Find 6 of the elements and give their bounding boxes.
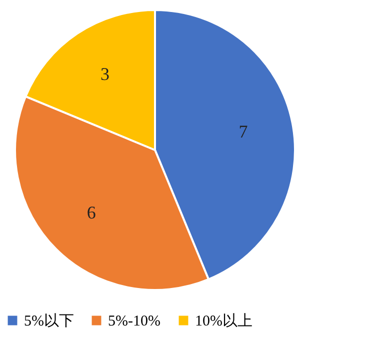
legend-label: 5%以下 [24,312,74,330]
data-label: 7 [238,121,248,142]
legend-label: 5%-10% [108,314,160,330]
data-label: 6 [86,202,96,223]
legend-label: 10%以上 [195,312,252,330]
data-label: 3 [100,64,110,84]
